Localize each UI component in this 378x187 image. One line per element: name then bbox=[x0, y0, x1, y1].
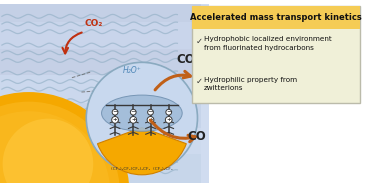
Bar bbox=[0, 154, 201, 183]
Text: CO₂: CO₂ bbox=[84, 19, 103, 28]
Bar bbox=[0, 103, 201, 128]
Text: H₂O⁺: H₂O⁺ bbox=[123, 65, 141, 74]
Text: Accelerated mass transport kinetics: Accelerated mass transport kinetics bbox=[190, 13, 362, 22]
Text: Hydrophilic property from
zwitterions: Hydrophilic property from zwitterions bbox=[204, 77, 297, 91]
Text: −: − bbox=[130, 109, 136, 115]
Bar bbox=[0, 75, 201, 102]
Text: +: + bbox=[166, 117, 171, 122]
Circle shape bbox=[147, 117, 154, 123]
Text: CO₂: CO₂ bbox=[176, 53, 200, 66]
Circle shape bbox=[3, 119, 93, 187]
Circle shape bbox=[0, 111, 110, 187]
Circle shape bbox=[0, 102, 120, 187]
Bar bbox=[0, 4, 201, 22]
Text: −: − bbox=[166, 109, 172, 115]
Ellipse shape bbox=[102, 95, 182, 131]
Circle shape bbox=[165, 117, 172, 123]
Text: +: + bbox=[131, 117, 136, 122]
Circle shape bbox=[148, 109, 153, 115]
Bar bbox=[192, 6, 361, 103]
Bar bbox=[0, 4, 209, 183]
Circle shape bbox=[130, 109, 136, 115]
Circle shape bbox=[112, 117, 118, 123]
Bar bbox=[0, 22, 201, 49]
Text: −: − bbox=[147, 109, 153, 115]
Text: +: + bbox=[148, 117, 153, 122]
Wedge shape bbox=[98, 128, 186, 175]
Text: ✓: ✓ bbox=[195, 36, 203, 45]
Circle shape bbox=[130, 117, 136, 123]
Text: CO: CO bbox=[187, 130, 206, 143]
Text: (CF₂)₃CF₂(CF₂)₃CF₃  (CF₂)₃CF₃: (CF₂)₃CF₂(CF₂)₃CF₃ (CF₂)₃CF₃ bbox=[111, 167, 173, 171]
Bar bbox=[192, 6, 361, 29]
Circle shape bbox=[166, 109, 172, 115]
Text: ✓: ✓ bbox=[195, 77, 203, 86]
Text: −: − bbox=[112, 109, 118, 115]
Text: +: + bbox=[113, 117, 117, 122]
Circle shape bbox=[86, 62, 197, 174]
Bar bbox=[0, 49, 201, 75]
Circle shape bbox=[0, 92, 129, 187]
Text: Hydrophobic localized environment
from fluorinated hydrocarbons: Hydrophobic localized environment from f… bbox=[204, 36, 332, 51]
Bar bbox=[0, 128, 201, 154]
Circle shape bbox=[112, 109, 118, 115]
